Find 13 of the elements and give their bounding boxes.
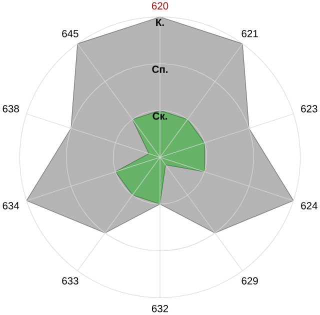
spoke-label: 621 (242, 30, 258, 38)
y-tick-label: К. (156, 19, 164, 26)
spoke-label: 634 (2, 202, 20, 210)
spoke-label: 629 (242, 277, 258, 285)
spoke-label: 620 (152, 2, 168, 10)
spoke-label: 633 (62, 277, 78, 285)
spoke-label: 624 (301, 202, 318, 210)
spoke-label: 645 (62, 30, 78, 38)
y-tick-label: Сп. (152, 66, 168, 74)
y-tick-label: Ск. (152, 112, 167, 120)
spoke-label: 638 (2, 105, 19, 113)
spoke-label: 632 (152, 305, 168, 312)
spoke-label: 623 (301, 105, 318, 113)
